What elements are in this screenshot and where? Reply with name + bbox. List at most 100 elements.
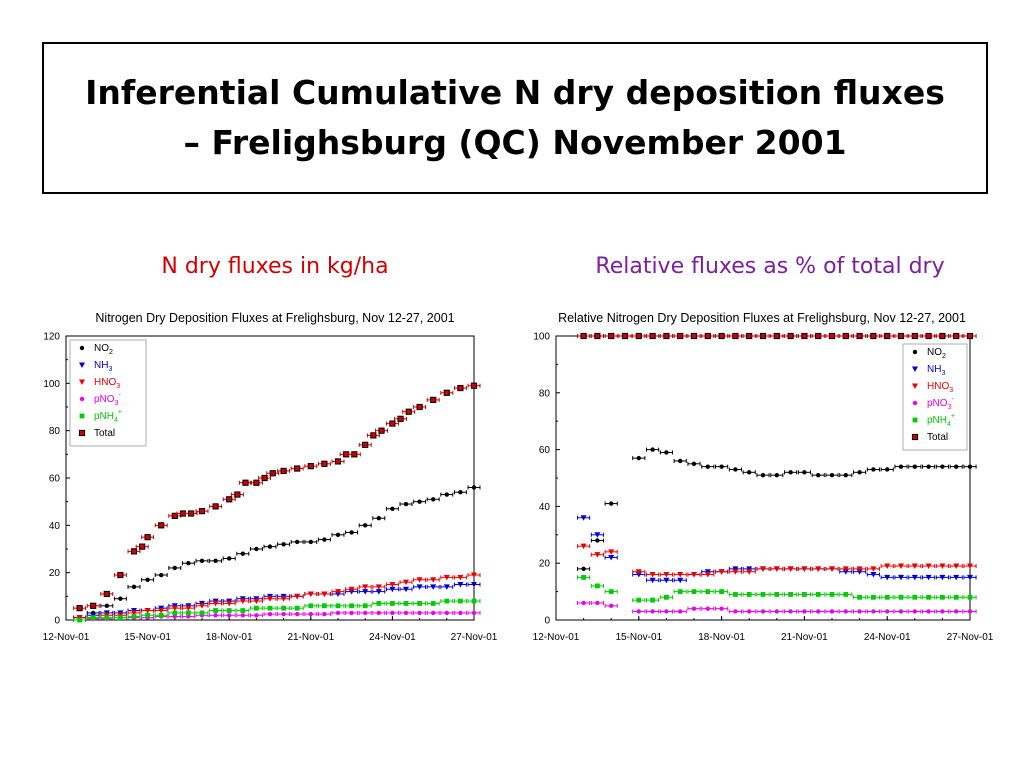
data-point (376, 601, 382, 606)
data-point (664, 450, 669, 455)
data-point (718, 332, 725, 340)
data-point (321, 460, 328, 467)
y-tick-label: 80 (49, 426, 61, 437)
data-point (940, 464, 945, 469)
legend-label-NO2: NO2 (94, 343, 113, 356)
data-point (308, 603, 314, 609)
data-point (171, 605, 178, 612)
series-pNH4 (577, 575, 977, 603)
data-point (802, 470, 807, 475)
data-point (829, 609, 835, 614)
data-point (416, 577, 423, 583)
data-point (911, 574, 918, 581)
data-point (457, 582, 464, 588)
data-point (705, 589, 711, 594)
data-point (912, 464, 917, 469)
data-point (242, 479, 249, 486)
data-point (295, 611, 300, 617)
data-point (322, 537, 327, 542)
data-point (911, 332, 918, 340)
data-point (172, 610, 178, 616)
data-point (158, 608, 165, 614)
data-point (912, 594, 918, 600)
data-point (746, 569, 753, 575)
data-point (774, 472, 779, 478)
data-point (389, 582, 396, 588)
data-point (746, 566, 753, 572)
data-point (335, 610, 341, 616)
data-point (773, 332, 780, 340)
data-point (801, 332, 808, 340)
data-point (144, 534, 151, 541)
x-tick-label: 21-Nov-01 (781, 632, 828, 643)
data-point (403, 501, 409, 507)
data-point (389, 586, 396, 593)
data-point (829, 472, 835, 478)
data-point (926, 609, 931, 614)
y-tick-label: 20 (539, 559, 551, 570)
data-point (281, 611, 286, 617)
data-point (104, 603, 110, 608)
data-point (897, 332, 905, 340)
x-tick-label: 27-Nov-01 (947, 632, 994, 643)
data-point (829, 566, 835, 572)
data-point (103, 590, 110, 598)
data-point (898, 563, 904, 570)
data-point (227, 613, 232, 618)
data-point (650, 597, 655, 603)
data-point (677, 332, 684, 340)
data-point (788, 609, 793, 614)
data-point (939, 574, 946, 581)
data-point (594, 332, 601, 340)
legend-marker-pNH4 (912, 417, 918, 423)
data-point (608, 549, 615, 555)
data-point (871, 609, 876, 614)
data-point (267, 611, 273, 617)
data-point (857, 470, 862, 475)
legend-label-Total: Total (927, 432, 948, 443)
data-point (871, 594, 876, 600)
data-point (788, 470, 793, 475)
data-point (375, 589, 382, 595)
data-point (787, 566, 794, 572)
title-box: Inferential Cumulative N dry deposition … (42, 42, 988, 194)
legend-marker-NH3 (912, 366, 918, 372)
data-point (884, 574, 891, 581)
data-point (691, 461, 697, 466)
data-point (636, 455, 641, 461)
data-point (843, 609, 848, 614)
data-point (967, 574, 973, 581)
y-tick-label: 60 (49, 474, 61, 485)
data-point (691, 572, 697, 578)
data-point (581, 600, 586, 606)
data-point (884, 563, 891, 570)
legend-label-Total: Total (94, 428, 115, 439)
data-point (444, 598, 450, 604)
subheading-left: N dry fluxes in kg/ha (161, 254, 389, 279)
data-point (898, 609, 904, 614)
data-point (254, 613, 259, 618)
data-point (104, 615, 110, 621)
chart-2-legend: NO2 NH3 HNO3 pNO3- pNH4+ Total (902, 343, 968, 451)
y-tick-label: 40 (539, 502, 551, 513)
data-point (295, 539, 300, 545)
data-point (787, 332, 794, 340)
legend-marker-Total (911, 433, 919, 441)
data-point (212, 503, 219, 510)
data-point (227, 556, 232, 561)
series-pNO3 (577, 600, 977, 614)
data-point (280, 596, 287, 602)
data-point (171, 512, 178, 519)
data-point (443, 584, 450, 590)
data-point (378, 427, 385, 434)
data-point (397, 415, 404, 422)
data-point (431, 610, 436, 616)
data-point (131, 584, 137, 590)
data-point (870, 572, 877, 578)
x-tick-label: 18-Nov-01 (698, 632, 745, 643)
data-point (966, 332, 974, 340)
data-point (443, 389, 450, 396)
data-point (308, 539, 313, 545)
data-point (281, 542, 286, 547)
